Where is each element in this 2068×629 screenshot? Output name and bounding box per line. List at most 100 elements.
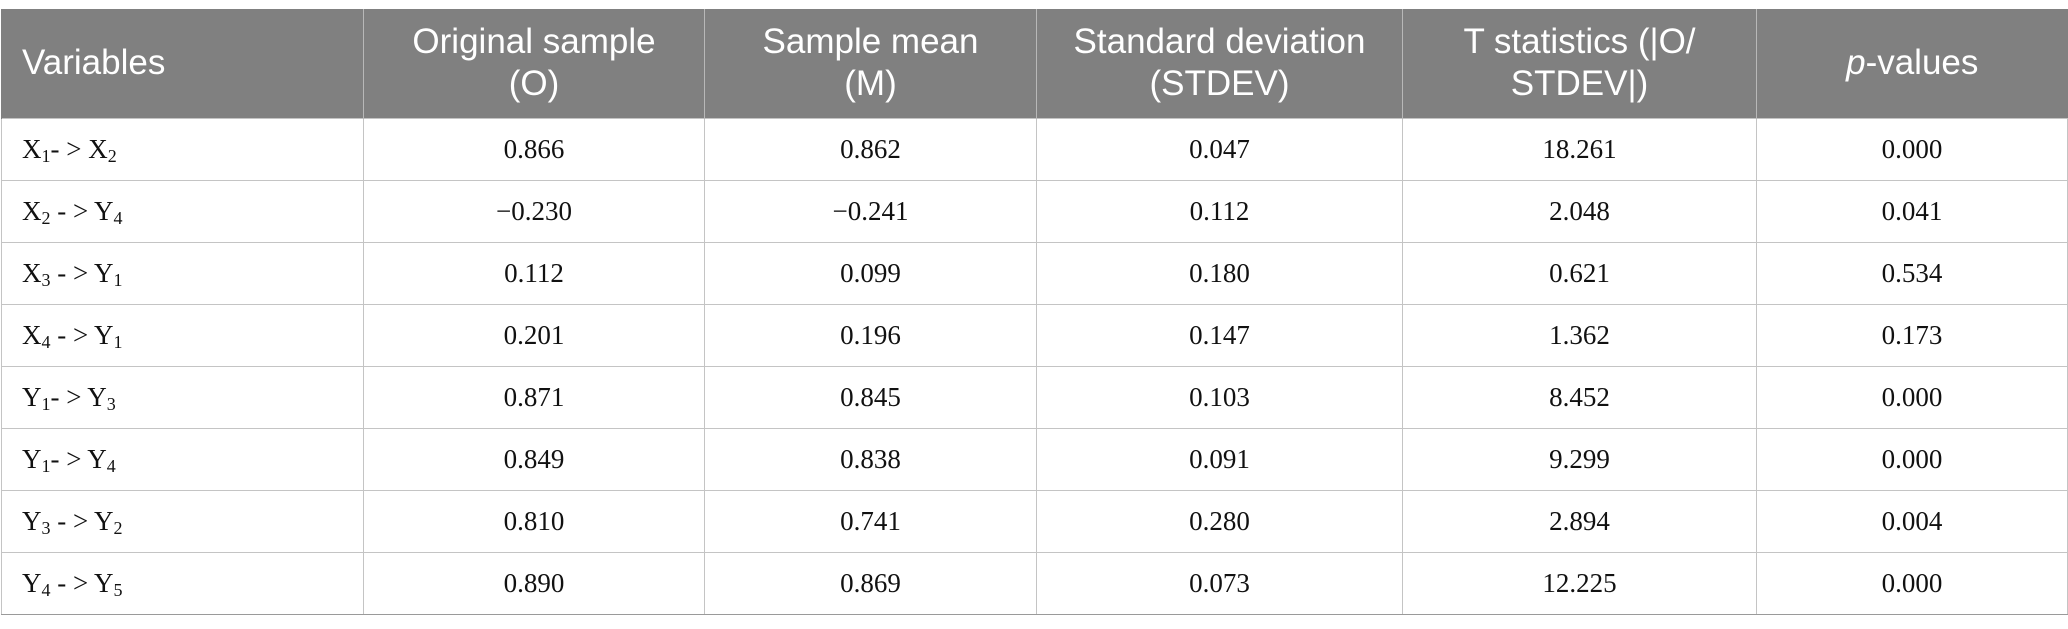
header-p-values: p-values bbox=[1756, 9, 2068, 118]
cell-variable-path: Y4 - > Y5 bbox=[1, 551, 364, 615]
path-arrow: - > bbox=[50, 195, 94, 226]
table-row: X3 - > Y1 0.112 0.099 0.180 0.621 0.534 bbox=[1, 241, 2068, 305]
header-original-sample-line2: (O) bbox=[508, 64, 560, 104]
path-to-var: Y bbox=[87, 381, 107, 412]
path-from-subscript: 2 bbox=[41, 207, 51, 228]
path-from-subscript: 1 bbox=[41, 455, 51, 476]
path-to-var: Y bbox=[87, 443, 107, 474]
cell-stdev: 0.180 bbox=[1036, 241, 1403, 305]
path-from-var: Y bbox=[22, 381, 42, 412]
path-to-subscript: 1 bbox=[113, 269, 123, 290]
path-arrow: - > bbox=[50, 381, 88, 412]
path-from-var: X bbox=[22, 195, 42, 226]
path-arrow: - > bbox=[50, 505, 94, 536]
cell-t-statistic: 0.621 bbox=[1402, 241, 1757, 305]
path-from-subscript: 4 bbox=[41, 579, 51, 600]
cell-t-statistic: 8.452 bbox=[1402, 365, 1757, 429]
cell-sample-mean: 0.099 bbox=[704, 241, 1037, 305]
path-arrow: - > bbox=[50, 443, 88, 474]
path-arrow: - > bbox=[50, 133, 89, 164]
path-to-var: X bbox=[88, 133, 108, 164]
cell-variable-path: X2 - > Y4 bbox=[1, 179, 364, 243]
path-to-subscript: 4 bbox=[113, 207, 123, 228]
path-from-var: Y bbox=[22, 505, 42, 536]
header-standard-deviation-line1: Standard deviation bbox=[1073, 22, 1366, 62]
cell-sample-mean: 0.196 bbox=[704, 303, 1037, 367]
table-row: Y1- > Y4 0.849 0.838 0.091 9.299 0.000 bbox=[1, 427, 2068, 491]
cell-sample-mean: 0.741 bbox=[704, 489, 1037, 553]
path-from-var: X bbox=[22, 319, 42, 350]
table-row: X4 - > Y1 0.201 0.196 0.147 1.362 0.173 bbox=[1, 303, 2068, 367]
cell-original-sample: 0.890 bbox=[363, 551, 705, 615]
path-from-var: Y bbox=[22, 567, 42, 598]
cell-p-value: 0.000 bbox=[1756, 427, 2068, 491]
cell-t-statistic: 1.362 bbox=[1402, 303, 1757, 367]
cell-sample-mean: 0.838 bbox=[704, 427, 1037, 491]
cell-t-statistic: 9.299 bbox=[1402, 427, 1757, 491]
path-to-subscript: 2 bbox=[107, 145, 117, 166]
header-sample-mean: Sample mean (M) bbox=[704, 9, 1037, 118]
path-to-var: Y bbox=[93, 195, 114, 226]
table-row: Y1- > Y3 0.871 0.845 0.103 8.452 0.000 bbox=[1, 365, 2068, 429]
header-standard-deviation-line2: (STDEV) bbox=[1149, 64, 1290, 104]
table-row: X2 - > Y4 −0.230 −0.241 0.112 2.048 0.041 bbox=[1, 179, 2068, 243]
cell-p-value: 0.004 bbox=[1756, 489, 2068, 553]
table-row: X1- > X2 0.866 0.862 0.047 18.261 0.000 bbox=[1, 117, 2068, 181]
path-from-subscript: 3 bbox=[41, 517, 51, 538]
path-to-var: Y bbox=[93, 257, 114, 288]
cell-variable-path: X1- > X2 bbox=[1, 117, 364, 181]
path-arrow: - > bbox=[50, 567, 94, 598]
header-variables-label: Variables bbox=[22, 43, 166, 83]
cell-variable-path: Y1- > Y4 bbox=[1, 427, 364, 491]
path-from-var: Y bbox=[22, 443, 42, 474]
cell-original-sample: 0.849 bbox=[363, 427, 705, 491]
path-from-subscript: 1 bbox=[41, 145, 51, 166]
path-to-var: Y bbox=[93, 505, 114, 536]
header-standard-deviation: Standard deviation (STDEV) bbox=[1036, 9, 1403, 118]
cell-t-statistic: 12.225 bbox=[1402, 551, 1757, 615]
cell-stdev: 0.112 bbox=[1036, 179, 1403, 243]
cell-t-statistic: 2.894 bbox=[1402, 489, 1757, 553]
path-to-subscript: 2 bbox=[113, 517, 123, 538]
cell-sample-mean: 0.869 bbox=[704, 551, 1037, 615]
path-from-var: X bbox=[22, 257, 42, 288]
header-sample-mean-line1: Sample mean bbox=[762, 22, 979, 62]
cell-stdev: 0.091 bbox=[1036, 427, 1403, 491]
path-from-subscript: 4 bbox=[41, 331, 51, 352]
header-t-statistics-line2: STDEV|) bbox=[1510, 64, 1649, 104]
header-t-statistics: T statistics (|O/STDEV|) bbox=[1402, 9, 1757, 118]
header-variables: Variables bbox=[1, 9, 364, 118]
cell-stdev: 0.103 bbox=[1036, 365, 1403, 429]
table-row: Y3 - > Y2 0.810 0.741 0.280 2.894 0.004 bbox=[1, 489, 2068, 553]
path-arrow: - > bbox=[50, 257, 94, 288]
cell-sample-mean: −0.241 bbox=[704, 179, 1037, 243]
cell-t-statistic: 2.048 bbox=[1402, 179, 1757, 243]
header-original-sample-line1: Original sample bbox=[412, 22, 656, 62]
path-to-subscript: 4 bbox=[106, 455, 116, 476]
cell-stdev: 0.280 bbox=[1036, 489, 1403, 553]
path-arrow: - > bbox=[50, 319, 94, 350]
header-t-statistics-line1: T statistics (|O/ bbox=[1463, 22, 1696, 62]
cell-variable-path: Y1- > Y3 bbox=[1, 365, 364, 429]
cell-stdev: 0.073 bbox=[1036, 551, 1403, 615]
cell-sample-mean: 0.845 bbox=[704, 365, 1037, 429]
path-to-subscript: 5 bbox=[113, 579, 123, 600]
header-sample-mean-line2: (M) bbox=[844, 64, 897, 104]
cell-stdev: 0.047 bbox=[1036, 117, 1403, 181]
path-to-subscript: 3 bbox=[106, 393, 116, 414]
cell-p-value: 0.041 bbox=[1756, 179, 2068, 243]
cell-variable-path: Y3 - > Y2 bbox=[1, 489, 364, 553]
cell-variable-path: X3 - > Y1 bbox=[1, 241, 364, 305]
path-to-var: Y bbox=[93, 567, 114, 598]
cell-p-value: 0.000 bbox=[1756, 117, 2068, 181]
cell-original-sample: 0.201 bbox=[363, 303, 705, 367]
cell-original-sample: 0.866 bbox=[363, 117, 705, 181]
cell-original-sample: 0.112 bbox=[363, 241, 705, 305]
cell-p-value: 0.173 bbox=[1756, 303, 2068, 367]
table-row: Y4 - > Y5 0.890 0.869 0.073 12.225 0.000 bbox=[1, 551, 2068, 615]
header-original-sample: Original sample (O) bbox=[363, 9, 705, 118]
path-to-var: Y bbox=[93, 319, 114, 350]
path-from-subscript: 1 bbox=[41, 393, 51, 414]
cell-original-sample: 0.871 bbox=[363, 365, 705, 429]
path-to-subscript: 1 bbox=[113, 331, 123, 352]
